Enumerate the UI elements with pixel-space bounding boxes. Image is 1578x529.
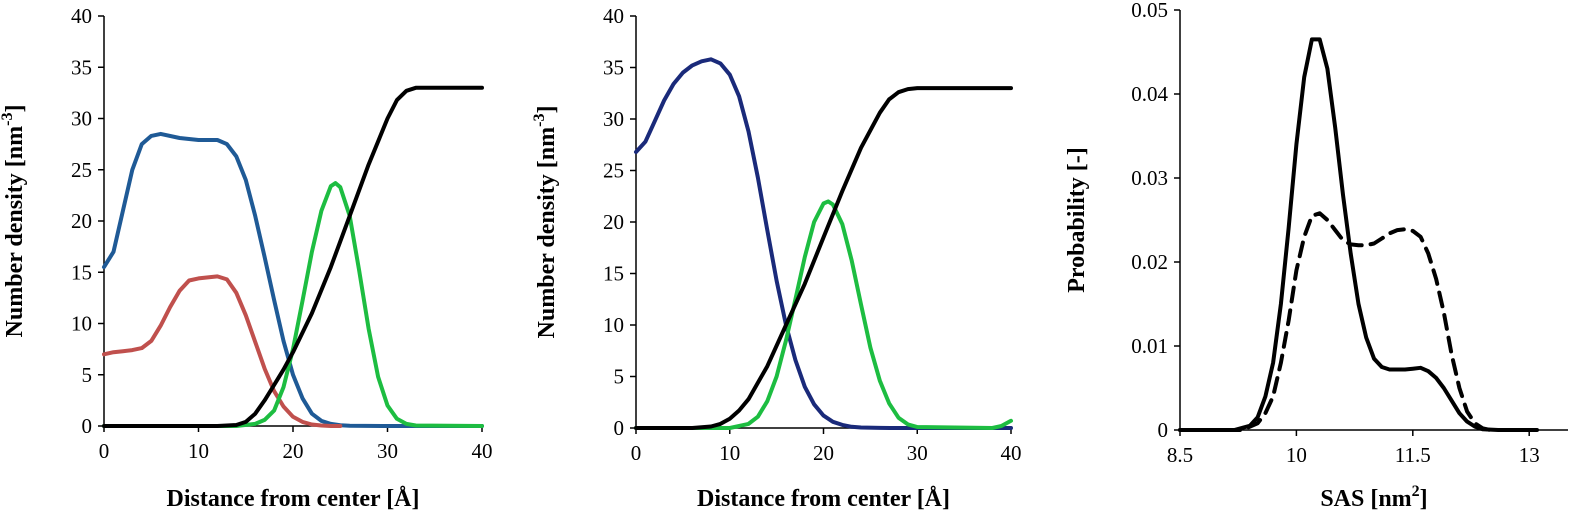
y-tick-label: 30 [603, 107, 624, 131]
y-tick-label: 15 [71, 260, 92, 284]
y-axis-label: Number density [nm-3] [531, 106, 560, 339]
y-tick-label: 0.02 [1131, 250, 1168, 274]
y-tick-label: 35 [603, 56, 624, 80]
series-line-4 [102, 85, 484, 428]
y-axis-label: Number density [nm-3] [0, 105, 28, 338]
x-axis-label: Distance from center [Å] [697, 486, 950, 512]
y-tick-label: 0.03 [1131, 166, 1168, 190]
series-line-2 [102, 274, 343, 428]
series-line-1 [1178, 37, 1539, 432]
y-tick-label: 0 [82, 414, 93, 438]
x-tick-label: 20 [283, 439, 304, 463]
y-tick-label: 30 [71, 107, 92, 131]
y-tick-label: 0.04 [1131, 82, 1168, 106]
y-tick-label: 40 [71, 4, 92, 28]
series-line-1 [102, 131, 484, 428]
y-tick-label: 20 [71, 209, 92, 233]
x-tick-label: 40 [1001, 441, 1022, 465]
x-tick-label: 0 [631, 441, 642, 465]
chart-3: 0 0.01 0.02 0.03 0.04 0.05 8.5 10 11.5 13 SAS [nm2… [1064, 0, 1568, 512]
y-tick-label: 40 [603, 4, 624, 28]
x-tick-label: 11.5 [1395, 443, 1431, 467]
x-tick-label: 40 [472, 439, 493, 463]
x-tick-label: 10 [719, 441, 740, 465]
y-tick-label: 0 [1158, 418, 1169, 442]
y-tick-label: 20 [603, 210, 624, 234]
y-tick-label: 0 [614, 416, 625, 440]
y-tick-label: 5 [82, 363, 93, 387]
x-axis-label: SAS [nm2] [1320, 483, 1427, 512]
series-line-2 [1178, 211, 1493, 432]
x-tick-label: 30 [377, 439, 398, 463]
series-line-3 [102, 181, 484, 428]
y-tick-label: 10 [71, 312, 92, 336]
y-tick-label: 0.01 [1131, 334, 1168, 358]
x-tick-label: 0 [99, 439, 110, 463]
series-line-2 [634, 199, 1013, 430]
series-line-1 [634, 57, 1013, 430]
y-tick-label: 0.05 [1131, 0, 1168, 22]
x-axis-label: Distance from center [Å] [166, 486, 419, 512]
y-tick-label: 35 [71, 55, 92, 79]
y-tick-label: 10 [603, 313, 624, 337]
y-tick-label: 25 [603, 159, 624, 183]
chart-2: 0 5 10 15 20 25 30 35 40 0 10 20 30 40 Distance from c… [531, 4, 1022, 512]
y-axis-label: Probability [-] [1064, 147, 1090, 293]
y-tick-label: 15 [603, 262, 624, 286]
x-tick-label: 20 [813, 441, 834, 465]
series-line-3 [634, 86, 1013, 430]
x-tick-label: 10 [1286, 443, 1307, 467]
chart-1: 0 5 10 15 20 25 30 35 40 0 10 20 30 40 Distance from c… [0, 4, 493, 512]
x-tick-label: 30 [907, 441, 928, 465]
y-tick-label: 25 [71, 158, 92, 182]
y-tick-label: 5 [614, 365, 625, 389]
x-tick-label: 13 [1519, 443, 1540, 467]
x-tick-label: 8.5 [1167, 443, 1193, 467]
x-tick-label: 10 [188, 439, 209, 463]
